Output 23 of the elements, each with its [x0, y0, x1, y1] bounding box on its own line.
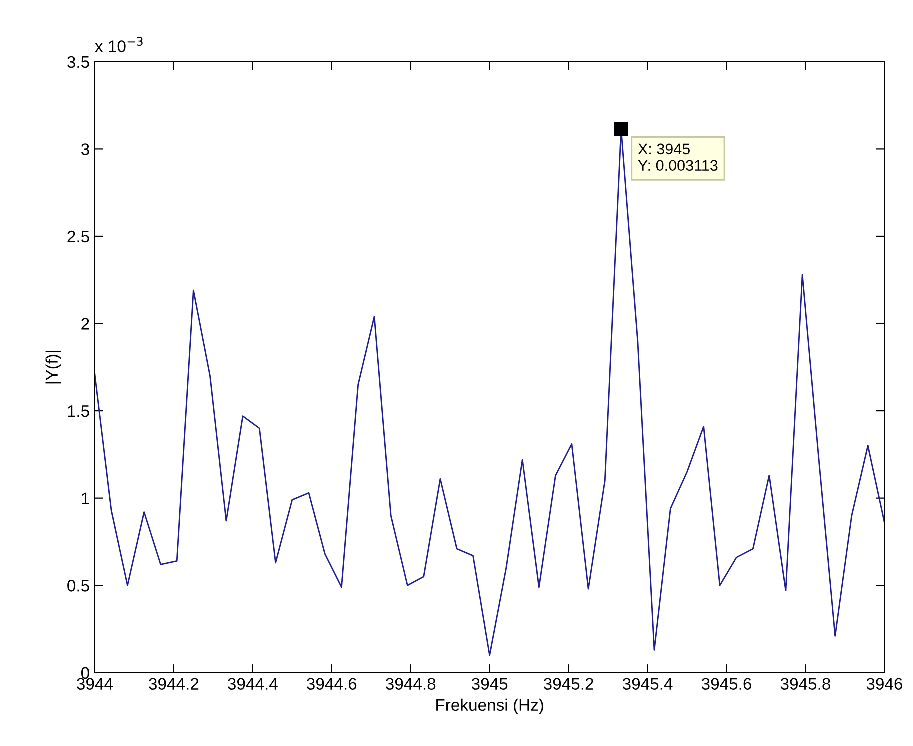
x-axis-title: Frekuensi (Hz) [436, 698, 544, 714]
x-tick-label: 3946 [866, 678, 903, 690]
y-tick-label: 2.5 [68, 230, 90, 243]
x-tick-label: 3945.4 [622, 678, 673, 690]
y-tick-label: 1.5 [68, 406, 90, 418]
y-tick-label: 3.5 [68, 56, 90, 68]
x-tick-label: 3944.2 [149, 678, 199, 690]
x-tick-label: 3944 [77, 678, 114, 690]
x-tick-label: 3944.4 [228, 678, 278, 690]
y-axis-title: |Y(f)| [46, 351, 62, 384]
x-tick-label: 3944.8 [386, 678, 436, 690]
annotation: X: 3945 Y: 0.003113 [638, 144, 718, 172]
x-tick-label: 3945.8 [780, 678, 830, 690]
y-tick-label: 3 [81, 144, 90, 156]
text: x 10$^{−3}$ [95, 37, 143, 52]
x-tick-label: 3945.2 [544, 678, 594, 690]
y-tick-label: 1 [82, 492, 90, 504]
y-tick-label: 0 [81, 667, 90, 680]
x-tick-label: 3945 [472, 678, 508, 690]
y-tick-label: 2 [82, 318, 90, 330]
y-tick-label: 0.5 [68, 580, 90, 592]
x-tick-label: 3945.6 [702, 678, 752, 690]
x-tick-label: 3944.6 [307, 678, 357, 690]
